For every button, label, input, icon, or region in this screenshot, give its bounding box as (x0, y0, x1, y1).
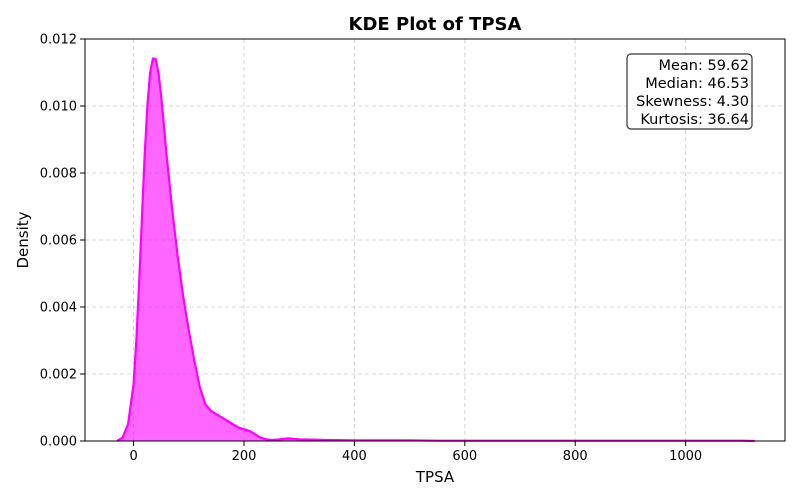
y-tick-label: 0.000 (40, 435, 77, 450)
chart-title: KDE Plot of TPSA (349, 14, 522, 35)
y-ticks: 0.000 0.002 0.004 0.006 0.008 0.010 0.012 (40, 33, 85, 450)
stats-skewness: Skewness: 4.30 (636, 94, 749, 110)
stats-kurtosis: Kurtosis: 36.64 (640, 112, 749, 128)
x-tick-label: 0 (129, 449, 137, 464)
x-tick-label: 400 (342, 449, 367, 464)
y-axis-label: Density (14, 211, 32, 268)
x-ticks: 0 200 400 600 800 1000 (129, 441, 702, 464)
y-tick-label: 0.010 (40, 100, 77, 115)
x-tick-label: 200 (232, 449, 257, 464)
x-tick-label: 1000 (669, 449, 702, 464)
stats-box-frame (626, 53, 753, 130)
stats-box: Mean: 59.62 Median: 46.53 Skewness: 4.30… (626, 53, 753, 130)
y-tick-label: 0.008 (40, 167, 77, 182)
x-tick-label: 800 (563, 449, 588, 464)
x-axis-label: TPSA (415, 468, 455, 486)
density-area (117, 58, 755, 442)
y-tick-label: 0.012 (40, 33, 77, 48)
stats-mean: Mean: 59.62 (658, 58, 749, 74)
stats-median: Median: 46.53 (645, 76, 749, 92)
x-tick-label: 600 (452, 449, 477, 464)
y-tick-label: 0.004 (40, 301, 77, 316)
y-tick-label: 0.006 (40, 234, 77, 249)
y-tick-label: 0.002 (40, 368, 77, 383)
